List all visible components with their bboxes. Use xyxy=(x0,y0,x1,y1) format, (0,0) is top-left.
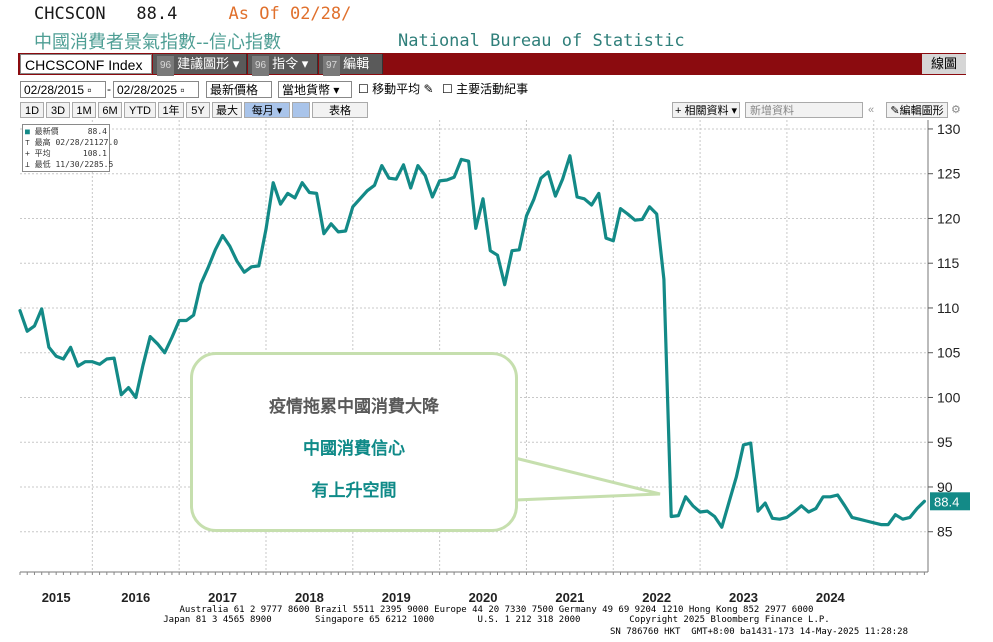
y-tick-label: 95 xyxy=(937,434,953,450)
x-tick-label: 2016 xyxy=(121,590,150,605)
callout-pointer xyxy=(513,456,661,502)
series-line xyxy=(18,154,927,529)
date-to-field[interactable]: 02/28/2025 ▫ xyxy=(113,81,199,98)
security-field[interactable]: CHCSCONF Index xyxy=(20,54,152,74)
legend-row-avg: + 平均 108.1 xyxy=(25,149,107,158)
x-tick-label: 2018 xyxy=(295,590,324,605)
period-5y[interactable]: 5Y xyxy=(186,102,210,118)
callout-line-2: 中國消費信心 xyxy=(303,439,405,459)
ticker-symbol: CHCSCON xyxy=(34,4,106,24)
events-toggle[interactable]: ☐ 主要活動紀事 xyxy=(442,82,529,96)
checkbox-icon: ☐ xyxy=(358,82,369,96)
calendar-icon: ▫ xyxy=(87,83,92,97)
footer-contacts-2: Japan 81 3 4565 8900 Singapore 65 6212 1… xyxy=(163,615,830,625)
command-button[interactable]: 96 指令 ▾ xyxy=(248,54,318,76)
footer-contacts-1: Australia 61 2 9777 8600 Brazil 5511 239… xyxy=(179,605,814,615)
x-tick-label: 2023 xyxy=(729,590,758,605)
last-value-label: 88.4 xyxy=(934,494,959,509)
x-tick-label: 2019 xyxy=(382,590,411,605)
period-ytd[interactable]: YTD xyxy=(124,102,156,118)
data-source: National Bureau of Statistic xyxy=(398,31,685,51)
pencil-icon: ✎ xyxy=(423,82,434,96)
legend-box: ■ 最新價 88.4 ⊤ 最高 02/28/21 127.0 + 平均 108.1 ⊥… xyxy=(22,124,119,172)
callout-line-3: 有上升空間 xyxy=(311,481,397,501)
asof-date: 02/28/ xyxy=(289,4,352,24)
y-tick-label: 115 xyxy=(937,255,960,271)
chart-title-cn: 中國消費者景氣指數--信心指數 xyxy=(34,32,281,53)
calendar-icon: ▫ xyxy=(180,83,185,97)
y-tick-label: 110 xyxy=(937,300,960,316)
callout-box xyxy=(190,352,518,532)
y-tick-label: 120 xyxy=(937,210,961,226)
y-tick-label: 90 xyxy=(937,479,953,495)
legend-row-low: ⊥ 最低 11/30/22 85.5 xyxy=(25,160,114,169)
legend-row-last: ■ 最新價 88.4 xyxy=(25,127,107,136)
collapse-icon[interactable]: « xyxy=(868,104,875,116)
chart-type-icon[interactable] xyxy=(292,102,310,118)
y-tick-label: 100 xyxy=(937,389,961,405)
asof-label: As Of xyxy=(228,4,280,24)
last-value: 88.4 xyxy=(136,4,178,24)
period-1d[interactable]: 1D xyxy=(20,102,44,118)
x-tick-label: 2017 xyxy=(208,590,237,605)
x-tick-label: 2024 xyxy=(816,590,846,605)
period-1m[interactable]: 1M xyxy=(72,102,96,118)
pencil-icon: ✎ xyxy=(890,105,900,117)
suggested-chart-button[interactable]: 96 建議圖形 ▾ xyxy=(153,54,247,76)
date-from-field[interactable]: 02/28/2015 ▫ xyxy=(20,81,106,98)
legend-row-high: ⊤ 最高 02/28/21 127.0 xyxy=(25,138,119,147)
header-line: CHCSCON 88.4 As Of 02/28/ xyxy=(34,4,351,24)
y-tick-label: 85 xyxy=(937,524,953,540)
period-3d[interactable]: 3D xyxy=(46,102,70,118)
line-chart-button[interactable]: 線圖 xyxy=(922,54,966,74)
x-tick-label: 2015 xyxy=(42,590,71,605)
checkbox-icon: ☐ xyxy=(442,82,453,96)
period-max[interactable]: 最大 xyxy=(212,102,242,118)
y-tick-label: 125 xyxy=(937,166,961,182)
edit-chart-button[interactable]: ✎編輯圖形 xyxy=(886,102,948,118)
x-tick-label: 2020 xyxy=(469,590,498,605)
callout-line-1: 疫情拖累中國消費大降 xyxy=(269,397,439,417)
last-value-tag xyxy=(930,492,970,511)
currency-select[interactable]: 當地貨幣 ▾ xyxy=(278,81,352,98)
y-tick-label: 130 xyxy=(937,121,961,137)
settings-icon[interactable]: ⚙ xyxy=(951,104,961,116)
price-field-select[interactable]: 最新價格 xyxy=(206,81,272,98)
add-data-field[interactable]: 新增資料 xyxy=(745,102,863,118)
footer-session: SN 786760 HKT GMT+8:00 ba1431-173 14-May… xyxy=(610,627,909,637)
x-tick-label: 2021 xyxy=(555,590,584,605)
moving-average-toggle[interactable]: ☐ 移動平均 ✎ xyxy=(358,82,434,96)
related-data-button[interactable]: + 相關資料 ▾ xyxy=(672,102,740,118)
period-1y[interactable]: 1年 xyxy=(158,102,184,118)
table-button[interactable]: 表格 xyxy=(312,102,368,118)
x-tick-label: 2022 xyxy=(642,590,671,605)
period-6m[interactable]: 6M xyxy=(98,102,122,118)
y-tick-label: 105 xyxy=(937,345,961,361)
frequency-select[interactable]: 每月 ▾ xyxy=(244,102,290,118)
